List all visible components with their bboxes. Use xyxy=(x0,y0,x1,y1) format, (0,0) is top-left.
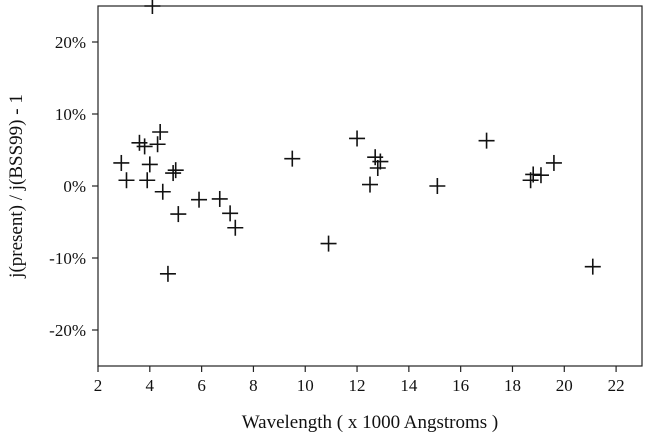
data-point xyxy=(165,165,182,182)
data-point xyxy=(191,191,208,208)
data-point xyxy=(584,258,601,275)
data-point xyxy=(222,205,239,222)
data-point xyxy=(149,136,166,153)
x-tick-label: 2 xyxy=(94,376,103,395)
x-tick-label: 10 xyxy=(297,376,314,395)
x-tick-label: 22 xyxy=(608,376,625,395)
x-tick-label: 14 xyxy=(400,376,418,395)
x-tick-label: 4 xyxy=(146,376,155,395)
x-tick-label: 18 xyxy=(504,376,521,395)
y-tick-label: 10% xyxy=(55,105,86,124)
x-tick-label: 16 xyxy=(452,376,469,395)
x-axis-title: Wavelength ( x 1000 Angstroms ) xyxy=(242,412,499,433)
data-point xyxy=(478,132,495,149)
data-point xyxy=(349,130,366,147)
data-point xyxy=(211,190,228,207)
data-point xyxy=(154,183,171,200)
x-axis-ticks: 2 4 6 8 10 12 14 16 18 20 22 xyxy=(94,366,625,395)
data-point xyxy=(320,235,337,252)
data-point xyxy=(227,219,244,236)
data-point xyxy=(369,160,386,176)
data-point xyxy=(532,167,549,184)
data-point xyxy=(167,162,184,179)
data-point xyxy=(144,0,161,14)
data-points xyxy=(113,0,601,282)
data-point xyxy=(284,150,301,167)
data-point xyxy=(152,124,169,140)
data-point xyxy=(118,172,135,189)
data-point xyxy=(545,154,562,171)
y-tick-label: -20% xyxy=(49,321,86,340)
y-tick-label: 0% xyxy=(63,177,86,196)
y-axis-title: j(present) / j(BSS99) - 1 xyxy=(6,94,27,279)
y-tick-label: -10% xyxy=(49,249,86,268)
data-point xyxy=(136,138,153,155)
data-point xyxy=(362,176,378,193)
y-tick-label: 20% xyxy=(55,33,86,52)
data-point xyxy=(159,265,176,282)
x-tick-label: 8 xyxy=(249,376,258,395)
y-axis-ticks: -20% -10% 0% 10% 20% xyxy=(49,33,98,340)
data-point xyxy=(139,172,156,189)
data-point xyxy=(170,206,187,223)
data-point xyxy=(141,156,158,173)
x-tick-label: 20 xyxy=(556,376,573,395)
x-tick-label: 12 xyxy=(349,376,366,395)
data-point xyxy=(429,178,446,194)
x-tick-label: 6 xyxy=(197,376,206,395)
data-point xyxy=(113,154,130,171)
data-point xyxy=(372,153,389,170)
